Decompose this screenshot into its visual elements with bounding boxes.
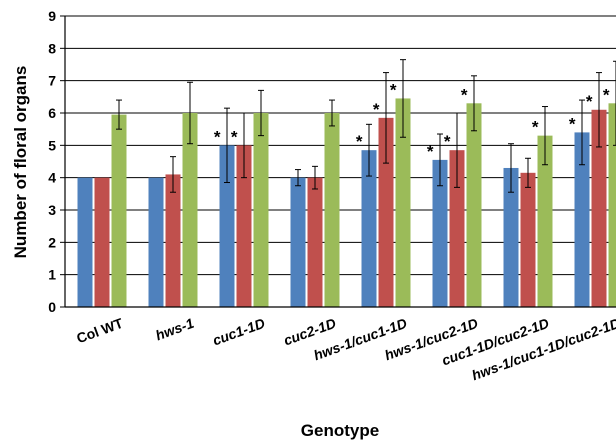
significance-star: *: [356, 132, 363, 151]
error-bars: [116, 59, 616, 193]
y-tick-label: 9: [48, 8, 56, 24]
bar: [449, 150, 465, 307]
significance-star: *: [390, 80, 397, 99]
y-tick-label: 7: [48, 73, 56, 89]
significance-star: *: [231, 127, 238, 146]
bar: [182, 113, 198, 307]
y-tick-label: 2: [48, 234, 56, 250]
significance-star: *: [569, 114, 576, 133]
x-tick-labels: Col WT hws-1 cuc1-1D cuc2-1Dhws-1/cuc1-1Dhw…: [74, 315, 616, 384]
bar: [466, 103, 482, 307]
y-tick-label: 8: [48, 40, 56, 56]
y-tick-labels: 0 1 2 3 4 5 6 7 8 9: [48, 8, 65, 315]
y-tick-label: 0: [48, 299, 56, 315]
bar: [361, 150, 377, 307]
x-axis-title: Genotype: [301, 421, 379, 440]
bars: [77, 98, 616, 308]
bar: [111, 114, 127, 307]
bar: [307, 177, 323, 307]
bar: [77, 177, 93, 307]
y-axis-title: Number of floral organs: [11, 66, 30, 259]
bar: [378, 117, 394, 307]
significance-star: *: [532, 118, 539, 137]
bar: [608, 103, 616, 307]
bar: [165, 174, 181, 307]
significance-markers: * * * * * * * * * * * *: [214, 80, 610, 160]
significance-star: *: [214, 127, 221, 146]
significance-star: *: [461, 85, 468, 104]
significance-star: *: [586, 92, 593, 111]
bar: [148, 177, 164, 307]
y-tick-label: 6: [48, 105, 56, 121]
bar: [503, 167, 519, 307]
bar: [236, 145, 252, 307]
y-tick-label: 4: [48, 170, 56, 186]
bar: [94, 177, 110, 307]
bar: [574, 132, 590, 307]
bar: [395, 98, 411, 307]
significance-star: *: [427, 142, 434, 161]
x-tick-label: Col WT: [74, 315, 125, 347]
significance-star: *: [444, 132, 451, 151]
bar: [537, 135, 553, 307]
bar: [253, 113, 269, 307]
y-tick-label: 3: [48, 202, 56, 218]
x-tick-label: hws-1: [153, 315, 196, 344]
significance-star: *: [603, 85, 610, 104]
y-tick-label: 5: [48, 137, 56, 153]
y-tick-label: 1: [48, 267, 56, 283]
bar: [219, 145, 235, 307]
bar: [324, 113, 340, 307]
significance-star: *: [373, 100, 380, 119]
bar: [290, 177, 306, 307]
bar: [432, 159, 448, 307]
axes: [64, 16, 616, 308]
bar: [591, 109, 607, 308]
x-tick-label: cuc1-1D: [210, 315, 267, 349]
bar: [520, 172, 536, 307]
